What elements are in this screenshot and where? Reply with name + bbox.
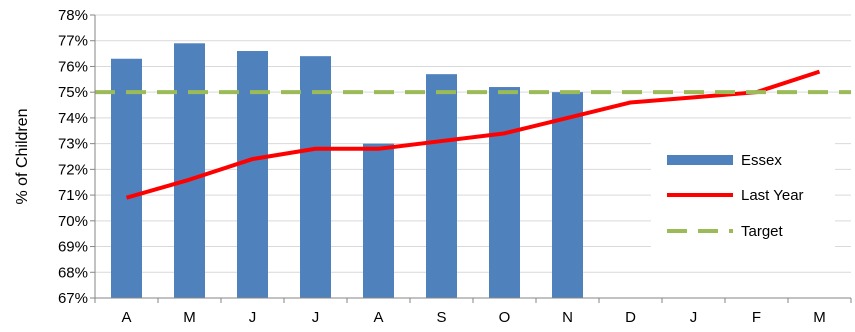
legend: Essex Last Year Target: [651, 143, 835, 249]
x-tick-label: J: [690, 309, 698, 326]
y-tick-label: 69%: [58, 239, 88, 256]
bar: [426, 74, 457, 298]
bar: [552, 92, 583, 298]
legend-label: Target: [741, 223, 784, 240]
y-tick-label: 76%: [58, 58, 88, 75]
bar: [300, 56, 331, 298]
legend-label: Last Year: [741, 187, 804, 204]
y-tick-label: 71%: [58, 187, 88, 204]
x-tick-label: N: [562, 309, 573, 326]
y-tick-label: 74%: [58, 110, 88, 127]
x-tick-label: A: [373, 309, 383, 326]
y-tick-label: 68%: [58, 264, 88, 281]
last-year-line: [125, 69, 821, 200]
x-tick-label: D: [625, 309, 636, 326]
x-tick-label: A: [121, 309, 131, 326]
legend-swatch-essex: [667, 155, 733, 165]
x-tick-label: S: [436, 309, 446, 326]
x-tick-label: F: [752, 309, 761, 326]
y-tick-label: 67%: [58, 290, 88, 307]
bar: [111, 58, 142, 299]
x-tick-label: M: [183, 309, 196, 326]
lines: [95, 69, 851, 200]
bar: [489, 87, 520, 298]
bar: [174, 43, 205, 298]
x-tick-label: J: [249, 309, 257, 326]
y-tick-label: 75%: [58, 84, 88, 101]
y-tick-label: 78%: [58, 7, 88, 24]
x-tick-label: J: [312, 309, 320, 326]
y-tick-label: 72%: [58, 161, 88, 178]
legend-label: Essex: [741, 152, 782, 169]
y-tick-label: 77%: [58, 33, 88, 50]
bars: [111, 43, 583, 299]
grid: [95, 14, 851, 273]
y-tick-label: 73%: [58, 136, 88, 153]
y-ticks: 67% 68% 69% 70% 71% 72% 73% 74% 75% 76% 77% 78%: [58, 7, 95, 307]
bar: [237, 51, 268, 298]
x-tick-label: M: [813, 309, 826, 326]
y-axis-label: % of Children: [14, 108, 31, 204]
y-tick-label: 70%: [58, 213, 88, 230]
x-tick-label: O: [499, 309, 511, 326]
bar: [363, 143, 394, 298]
